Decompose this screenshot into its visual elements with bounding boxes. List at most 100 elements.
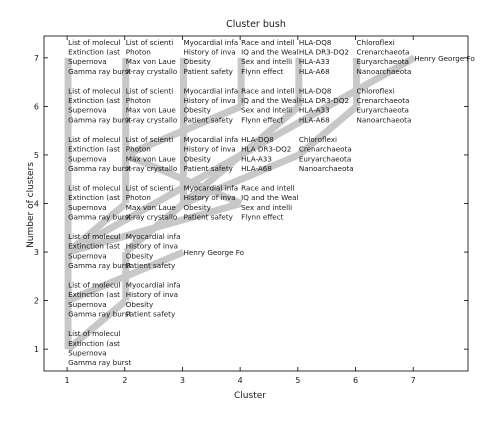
y-tick-label: 4 [34,200,39,209]
x-axis-label: Cluster [234,391,266,401]
cluster-member-label: Extinction (ast [68,47,120,56]
cluster-member-label: HLA-A68 [299,67,330,76]
cluster-member-label: Sex and intelli [241,203,292,212]
cluster-member-label: Photon [126,145,151,154]
chart-title: Cluster bush [226,19,286,30]
cluster-member-label: List of molecul [68,232,120,241]
cluster-member-label: X-ray crystallo [126,115,178,124]
cluster-member-label: History of inva [183,145,235,154]
cluster-member-label: Extinction (ast [68,339,120,348]
cluster-member-label: Chloroflexi [357,38,395,47]
cluster-member-label: X-ray crystallo [126,164,178,173]
cluster-member-label: Myocardial infa [126,281,181,290]
cluster-member-label: X-ray crystallo [126,67,178,76]
cluster-member-label: Nanoarchaeota [299,164,354,173]
cluster-member-label: Myocardial infa [183,135,238,144]
cluster-member-label: Euryarchaeota [357,106,409,115]
cluster-member-label: Race and intell [241,86,295,95]
cluster-member-label: Obesity [183,154,211,163]
cluster-member-label: Supernova [68,300,107,309]
cluster-member-label: Euryarchaeota [299,154,351,163]
cluster-member-label: Gamma ray burst [68,358,131,367]
cluster-member-label: History of inva [183,193,235,202]
cluster-box-level6-col6: ChloroflexiCrenarchaeotaEuryarchaeotaNan… [357,86,412,124]
cluster-member-label: List of molecul [68,281,120,290]
cluster-member-label: HLA DR3-DQ2 [299,96,349,105]
cluster-member-label: Extinction (ast [68,96,120,105]
cluster-box-level5-col5: ChloroflexiCrenarchaeotaEuryarchaeotaNan… [299,135,354,173]
cluster-member-label: Race and intell [241,183,295,192]
cluster-member-label: Gamma ray burst [68,261,131,270]
edge-band-27 [66,54,416,256]
cluster-member-label: HLA-A33 [299,57,330,66]
cluster-member-label: Supernova [68,348,107,357]
cluster-member-label: List of molecul [68,329,120,338]
cluster-member-label: History of inva [183,47,235,56]
cluster-member-label: Obesity [183,57,211,66]
cluster-member-label: Extinction (ast [68,242,120,251]
cluster-member-label: Patient safety [183,213,233,222]
x-tick-label: 5 [295,376,300,385]
cluster-member-label: Crenarchaeota [299,145,352,154]
cluster-member-label: Henry George Fo [414,54,475,63]
cluster-member-label: Flynn effect [241,115,284,124]
cluster-member-label: Gamma ray burst [68,310,131,319]
y-tick-label: 3 [34,248,39,257]
cluster-member-label: List of scienti [126,38,174,47]
cluster-member-label: History of inva [183,96,235,105]
cluster-member-label: Max von Laue [126,154,177,163]
x-tick-label: 6 [353,376,358,385]
cluster-member-label: HLA-A33 [299,106,330,115]
cluster-member-label: Chloroflexi [357,86,395,95]
cluster-member-label: Max von Laue [126,106,177,115]
edge-band-4 [66,248,185,304]
cluster-member-label: List of scienti [126,86,174,95]
cluster-member-label: Obesity [126,300,154,309]
cluster-member-label: Photon [126,193,151,202]
x-tick-label: 3 [180,376,185,385]
cluster-member-label: Gamma ray burst [68,67,131,76]
cluster-member-label: Obesity [126,251,154,260]
cluster-member-label: List of molecul [68,135,120,144]
cluster-member-label: Nanoarchaeota [357,67,412,76]
y-axis: 1 2 3 4 5 6 7 [34,54,468,354]
cluster-member-label: Obesity [183,106,211,115]
cluster-member-label: Extinction (ast [68,290,120,299]
cluster-member-label: Myocardial infa [183,183,238,192]
cluster-member-label: Myocardial infa [126,232,181,241]
y-tick-label: 2 [34,297,39,306]
cluster-box-level7-col7: Henry George Fo [414,54,475,63]
cluster-member-label: Patient safety [183,67,233,76]
edge-bands [64,54,416,352]
cluster-member-label: Extinction (ast [68,145,120,154]
cluster-member-label: HLA-A33 [241,154,272,163]
cluster-member-label: Henry George Fo [183,248,244,257]
cluster-member-label: IQ and the Weal [241,193,298,202]
cluster-member-label: Supernova [68,154,107,163]
cluster-member-label: HLA-DQ8 [299,86,332,95]
cluster-member-label: HLA-DQ8 [241,135,274,144]
edge-band-14 [182,151,301,207]
y-tick-label: 1 [34,345,39,354]
cluster-member-label: HLA-DQ8 [299,38,332,47]
cluster-member-label: Chloroflexi [299,135,337,144]
